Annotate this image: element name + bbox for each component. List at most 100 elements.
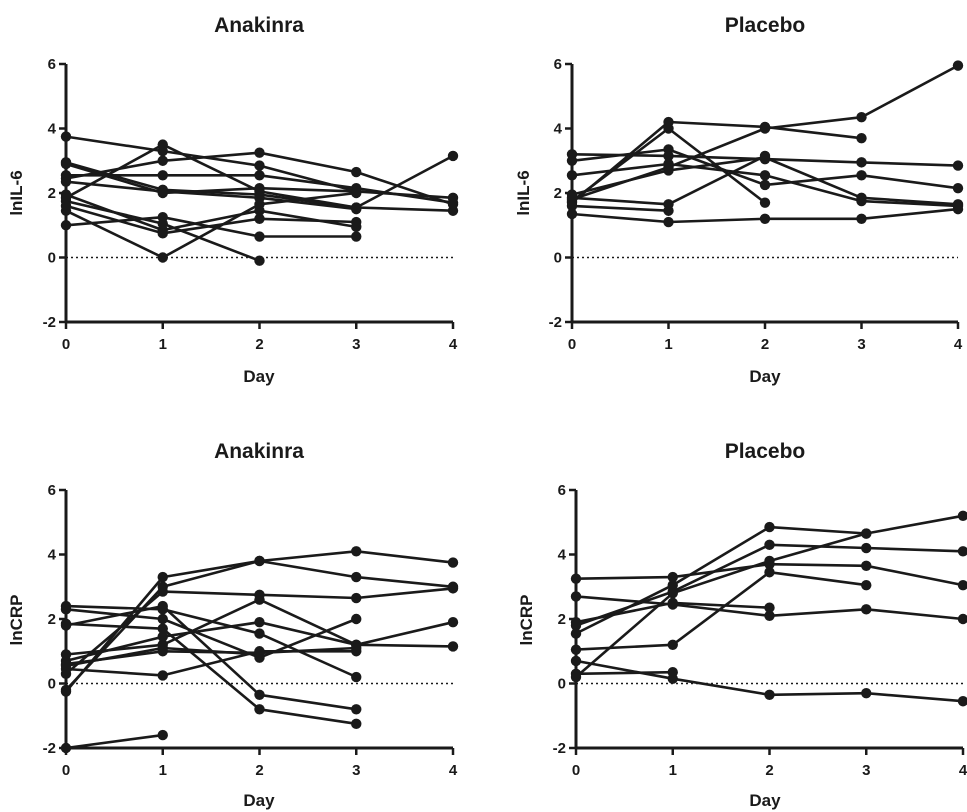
x-tick-label: 4 <box>449 336 458 353</box>
y-tick-label: 0 <box>554 250 562 267</box>
series-line <box>65 646 357 666</box>
data-point <box>764 555 775 567</box>
y-tick-label: 2 <box>554 185 562 202</box>
data-point <box>856 213 867 224</box>
data-point <box>254 704 265 715</box>
x-tick-label: 0 <box>62 762 70 779</box>
data-point <box>447 150 459 162</box>
x-tick-label: 1 <box>159 762 167 779</box>
data-point <box>351 546 362 557</box>
data-point <box>957 696 967 707</box>
x-axis-label: Day <box>749 791 781 810</box>
plot-area <box>569 488 967 755</box>
data-point <box>351 571 362 583</box>
data-point <box>663 165 674 176</box>
x-axis-label: Day <box>749 367 781 386</box>
x-tick-label: 4 <box>959 762 967 779</box>
x-tick-label: 1 <box>664 336 672 353</box>
tick-labels: -2 0 2 4 6 0 1 2 3 4 <box>549 56 963 353</box>
data-point <box>759 170 771 181</box>
y-tick-label: 4 <box>48 547 57 564</box>
data-point <box>570 628 582 639</box>
data-point <box>60 742 72 754</box>
data-point <box>254 182 265 194</box>
data-point <box>157 211 168 223</box>
series-line <box>65 608 357 660</box>
data-point <box>60 604 72 615</box>
data-point <box>60 618 72 630</box>
panel-placebo-lncrp: Placebo Day lnCRP -2 0 2 4 6 0 1 2 3 4 <box>517 440 967 810</box>
data-point <box>60 658 72 670</box>
data-point <box>157 586 168 597</box>
data-point <box>351 671 362 683</box>
chart-title: Placebo <box>725 440 806 463</box>
panel-anakinra-lnil6: Anakinra Day lnIL-6 -2 0 2 4 6 0 1 2 3 4 <box>7 14 459 386</box>
data-point <box>157 729 168 741</box>
series-line <box>65 204 357 235</box>
data-point <box>254 647 265 659</box>
data-point <box>157 187 168 199</box>
chart-title: Placebo <box>725 14 806 37</box>
series-line <box>65 135 357 193</box>
data-point <box>952 203 964 215</box>
data-point <box>667 571 678 583</box>
data-point <box>861 528 872 539</box>
series-line <box>65 180 357 211</box>
x-tick-label: 0 <box>568 336 576 353</box>
data-point <box>957 613 967 625</box>
data-point <box>759 179 771 191</box>
data-point <box>667 588 678 599</box>
data-point <box>764 539 775 551</box>
y-axis-label: lnCRP <box>7 595 26 646</box>
data-point <box>351 186 362 197</box>
data-point <box>570 655 582 667</box>
data-point <box>667 639 678 650</box>
chart-title: Anakinra <box>214 14 304 37</box>
y-tick-label: -2 <box>549 314 562 331</box>
y-axis-label: lnIL-6 <box>7 170 26 215</box>
series-line <box>65 649 357 677</box>
x-tick-label: 2 <box>765 762 773 779</box>
data-point <box>856 132 867 144</box>
x-tick-label: 0 <box>572 762 580 779</box>
x-tick-label: 2 <box>255 762 263 779</box>
tick-labels: -2 0 2 4 6 0 1 2 3 4 <box>553 482 967 779</box>
y-tick-label: 6 <box>48 56 56 73</box>
tick-labels: -2 0 2 4 6 0 1 2 3 4 <box>43 56 458 353</box>
data-point <box>566 208 578 220</box>
data-point <box>351 704 362 715</box>
data-point <box>351 642 362 654</box>
data-point <box>667 667 678 678</box>
y-tick-label: -2 <box>43 740 56 757</box>
data-point <box>856 170 867 181</box>
y-tick-label: 4 <box>554 121 563 138</box>
data-point <box>157 252 168 263</box>
plot-area <box>59 62 459 329</box>
y-tick-label: 2 <box>48 185 56 202</box>
data-point <box>254 213 265 224</box>
data-point <box>663 123 674 134</box>
data-point <box>861 604 872 615</box>
x-tick-label: 3 <box>352 762 360 779</box>
y-tick-label: 0 <box>48 676 56 693</box>
data-point <box>447 557 459 568</box>
series-line <box>575 532 867 678</box>
x-tick-label: 3 <box>857 336 865 353</box>
data-point <box>60 220 72 231</box>
y-tick-label: 0 <box>48 250 56 267</box>
data-point <box>764 521 775 533</box>
data-point <box>447 583 459 594</box>
data-point <box>856 157 867 168</box>
data-point <box>856 112 867 123</box>
data-point <box>351 216 362 228</box>
x-tick-label: 3 <box>352 336 360 353</box>
data-point <box>566 170 578 181</box>
x-tick-label: 4 <box>449 762 458 779</box>
data-point <box>957 510 967 521</box>
x-tick-label: 3 <box>862 762 870 779</box>
data-point <box>254 628 265 639</box>
data-point <box>254 231 265 242</box>
y-tick-label: -2 <box>553 740 566 757</box>
y-axis-label: lnCRP <box>517 595 536 646</box>
